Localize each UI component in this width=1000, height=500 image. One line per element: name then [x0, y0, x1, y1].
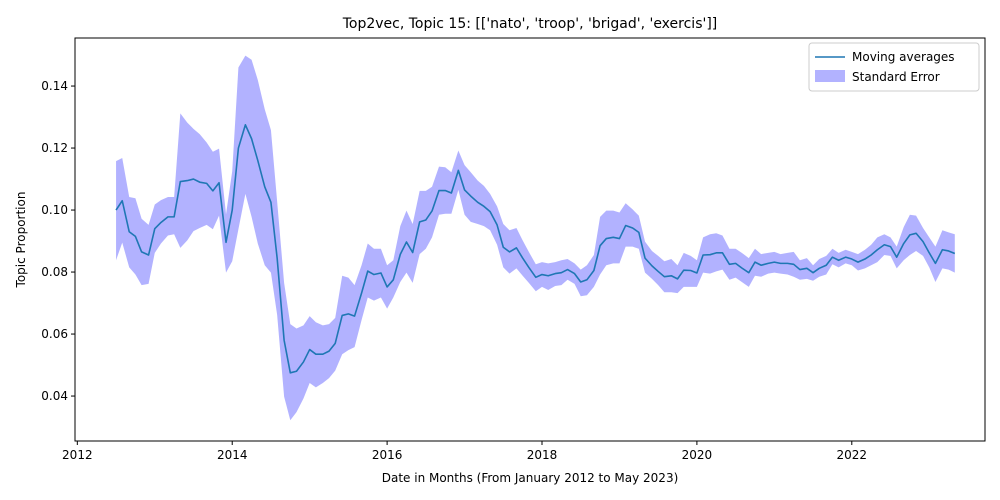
x-tick-label: 2018 — [527, 448, 558, 462]
legend-band-swatch — [815, 70, 845, 82]
y-axis-ticks: 0.04 0.06 0.08 0.10 0.12 0.14 — [41, 79, 75, 403]
plot-area — [74, 37, 986, 442]
standard-error-band — [116, 55, 955, 421]
chart-title: Top2vec, Topic 15: [['nato', 'troop', 'b… — [342, 16, 718, 32]
y-tick-label: 0.14 — [41, 79, 68, 93]
moving-average-line — [115, 124, 956, 374]
x-axis-label: Date in Months (From January 2012 to May… — [382, 471, 679, 485]
x-axis-ticks: 2012 2014 2016 2018 2020 2022 — [62, 441, 867, 462]
y-tick-label: 0.10 — [41, 203, 68, 217]
x-tick-label: 2022 — [837, 448, 868, 462]
legend-label-moving-averages: Moving averages — [852, 50, 955, 64]
y-tick-label: 0.04 — [41, 389, 68, 403]
x-tick-label: 2016 — [372, 448, 403, 462]
y-tick-label: 0.08 — [41, 265, 68, 279]
x-tick-label: 2020 — [682, 448, 713, 462]
legend-label-standard-error: Standard Error — [852, 70, 940, 84]
x-tick-label: 2014 — [217, 448, 248, 462]
legend: Moving averages Standard Error — [808, 42, 980, 92]
plot-frame — [74, 37, 986, 442]
x-tick-label: 2012 — [62, 448, 93, 462]
y-axis-label: Topic Proportion — [14, 192, 28, 289]
y-tick-label: 0.06 — [41, 327, 68, 341]
y-tick-label: 0.12 — [41, 141, 68, 155]
legend-box — [808, 42, 980, 92]
